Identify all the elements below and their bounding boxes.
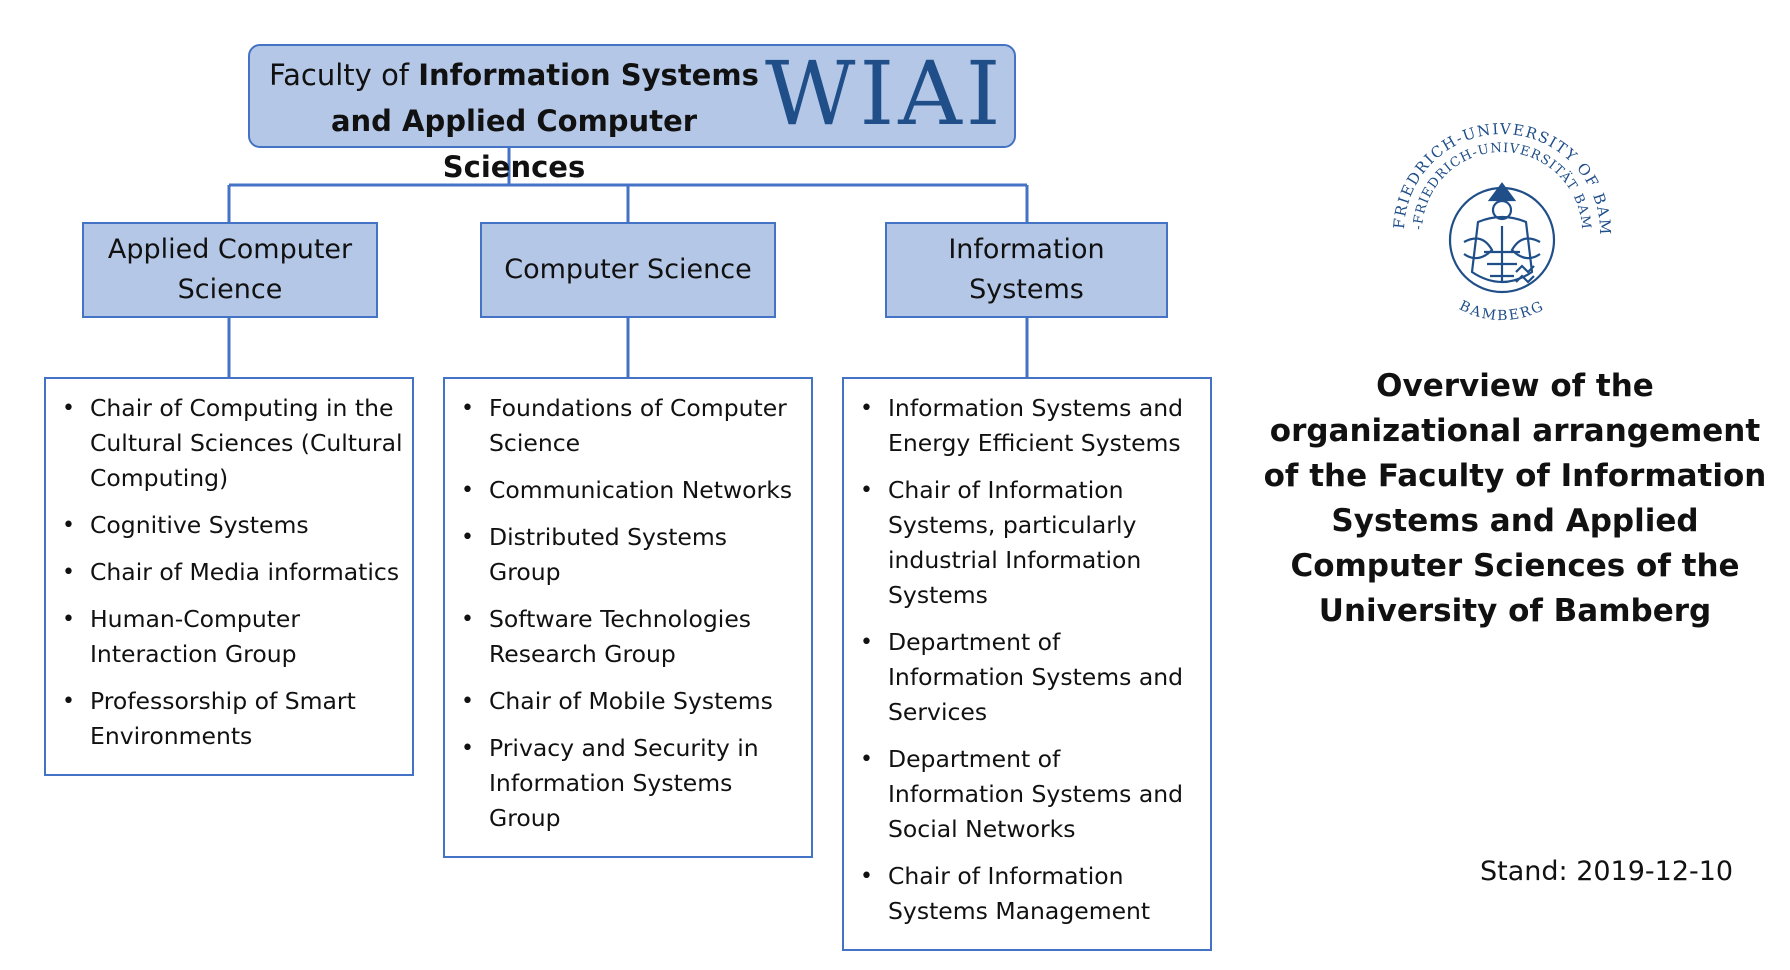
faculty-title-bold-2: and Applied Computer Sciences	[330, 104, 698, 184]
faculty-title-bold-1: Information Systems	[418, 58, 759, 92]
seal-bottom-text: BAMBERG	[1457, 298, 1546, 324]
list-item: Human-Computer Interaction Group	[56, 602, 404, 672]
list-item: Professorship of Smart Environments	[56, 684, 404, 754]
overview-description: Overview of the organizational arrangeme…	[1263, 368, 1767, 629]
seal-emblem-icon	[1448, 182, 1556, 294]
university-seal-logo: OTTO-FRIEDRICH-UNIVERSITY OF BAMBERG OTT…	[1392, 122, 1612, 324]
list-item: Cognitive Systems	[56, 508, 404, 543]
dept-box-information-systems: Information Systems	[885, 222, 1168, 318]
chair-list-computer-science: Foundations of Computer Science Communic…	[443, 377, 813, 858]
dept-title: Computer Science	[504, 254, 752, 285]
dept-title: Applied Computer Science	[107, 234, 353, 305]
list-item: Communication Networks	[455, 473, 803, 508]
list-item: Chair of Mobile Systems	[455, 684, 803, 719]
list-item: Chair of Media informatics	[56, 555, 404, 590]
faculty-title: Faculty of Information Systems and Appli…	[264, 52, 764, 190]
stand-date: Stand: 2019-12-10	[1480, 856, 1734, 887]
list-item: Distributed Systems Group	[455, 520, 803, 590]
wiai-logo: WIAI	[765, 42, 1005, 145]
faculty-title-prefix: Faculty of	[269, 58, 410, 92]
list-item: Department of Information Systems and So…	[854, 742, 1202, 847]
dept-box-applied-computer-science: Applied Computer Science	[82, 222, 378, 318]
list-item: Department of Information Systems and Se…	[854, 625, 1202, 730]
dept-title: Information Systems	[948, 234, 1105, 305]
svg-text:BAMBERG: BAMBERG	[1457, 298, 1548, 324]
chair-list-applied-computer-science: Chair of Computing in the Cultural Scien…	[44, 377, 414, 776]
chair-list-information-systems: Information Systems and Energy Efficient…	[842, 377, 1212, 951]
dept-box-computer-science: Computer Science	[480, 222, 776, 318]
list-item: Chair of Information Systems, particular…	[854, 473, 1202, 613]
list-item: Privacy and Security in Information Syst…	[455, 731, 803, 836]
list-item: Chair of Computing in the Cultural Scien…	[56, 391, 404, 496]
list-item: Information Systems and Energy Efficient…	[854, 391, 1202, 461]
faculty-box: Faculty of Information Systems and Appli…	[248, 42, 1016, 184]
list-item: Foundations of Computer Science	[455, 391, 803, 461]
list-item: Chair of Information Systems Management	[854, 859, 1202, 929]
list-item: Software Technologies Research Group	[455, 602, 803, 672]
